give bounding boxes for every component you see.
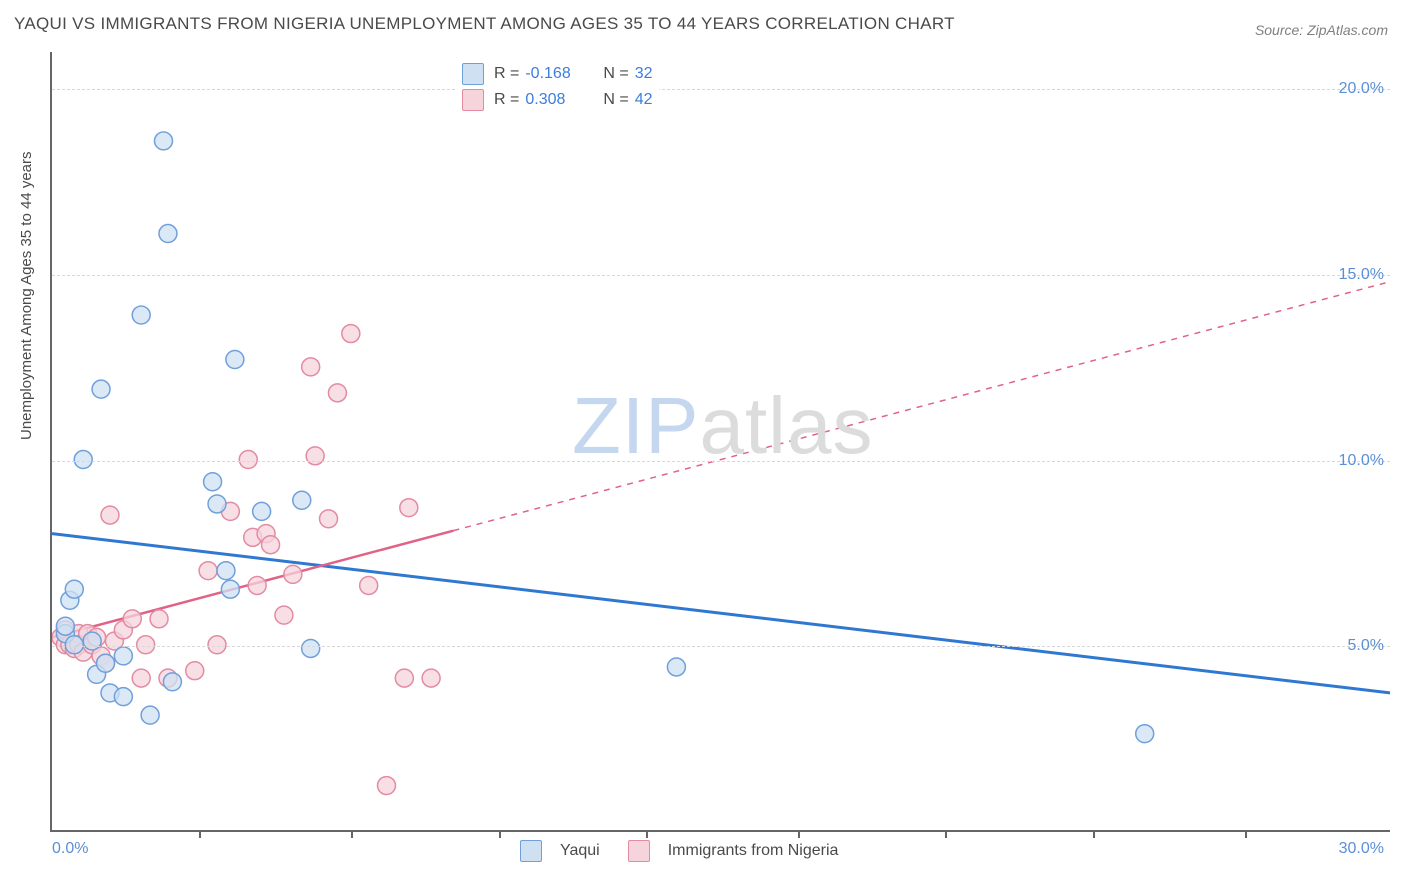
point-yaqui: [65, 636, 83, 654]
point-yaqui: [163, 673, 181, 691]
swatch-yaqui: [520, 840, 542, 862]
point-yaqui: [302, 639, 320, 657]
point-yaqui: [65, 580, 83, 598]
point-nigeria: [137, 636, 155, 654]
chart-svg: [52, 52, 1390, 830]
point-nigeria: [284, 565, 302, 583]
point-yaqui: [74, 451, 92, 469]
point-nigeria: [123, 610, 141, 628]
point-yaqui: [83, 632, 101, 650]
y-tick-label: 5.0%: [1348, 637, 1384, 655]
point-yaqui: [226, 351, 244, 369]
legend-row-yaqui: R = -0.168 N = 32: [462, 61, 652, 87]
point-yaqui: [253, 502, 271, 520]
r-label: R =: [494, 65, 519, 83]
point-yaqui: [293, 491, 311, 509]
x-tick: [499, 830, 501, 838]
correlation-legend: R = -0.168 N = 32 R = 0.308 N = 42: [455, 56, 659, 118]
x-tick-label-start: 0.0%: [52, 840, 88, 858]
point-nigeria: [422, 669, 440, 687]
point-nigeria: [262, 536, 280, 554]
plot-area: ZIPatlas 5.0%10.0%15.0%20.0%0.0%30.0%: [50, 52, 1390, 832]
point-nigeria: [239, 451, 257, 469]
point-yaqui: [217, 562, 235, 580]
x-tick: [646, 830, 648, 838]
point-yaqui: [141, 706, 159, 724]
gridline: [52, 275, 1390, 276]
point-nigeria: [378, 777, 396, 795]
x-tick-label-end: 30.0%: [1339, 840, 1384, 858]
point-yaqui: [114, 688, 132, 706]
point-nigeria: [395, 669, 413, 687]
swatch-nigeria: [628, 840, 650, 862]
swatch-yaqui: [462, 63, 484, 85]
y-axis-title: Unemployment Among Ages 35 to 44 years: [18, 151, 35, 440]
point-yaqui: [114, 647, 132, 665]
legend-item-yaqui: Yaqui: [520, 840, 600, 862]
point-yaqui: [132, 306, 150, 324]
point-nigeria: [208, 636, 226, 654]
point-yaqui: [97, 654, 115, 672]
point-nigeria: [320, 510, 338, 528]
gridline: [52, 461, 1390, 462]
trendline-nigeria-extrap: [453, 282, 1390, 531]
x-tick: [1093, 830, 1095, 838]
series-label-yaqui: Yaqui: [560, 842, 600, 860]
point-yaqui: [56, 617, 74, 635]
point-nigeria: [400, 499, 418, 517]
point-nigeria: [248, 577, 266, 595]
point-nigeria: [199, 562, 217, 580]
swatch-nigeria: [462, 89, 484, 111]
legend-item-nigeria: Immigrants from Nigeria: [628, 840, 839, 862]
x-tick: [1245, 830, 1247, 838]
point-nigeria: [101, 506, 119, 524]
gridline: [52, 89, 1390, 90]
point-yaqui: [221, 580, 239, 598]
point-yaqui: [204, 473, 222, 491]
point-yaqui: [159, 225, 177, 243]
r-value-nigeria: 0.308: [525, 91, 585, 109]
x-tick: [798, 830, 800, 838]
y-tick-label: 20.0%: [1339, 80, 1384, 98]
point-yaqui: [92, 380, 110, 398]
y-tick-label: 10.0%: [1339, 452, 1384, 470]
trendline-yaqui: [52, 534, 1390, 693]
x-tick: [351, 830, 353, 838]
point-yaqui: [208, 495, 226, 513]
chart-title: YAQUI VS IMMIGRANTS FROM NIGERIA UNEMPLO…: [14, 14, 955, 34]
n-label: N =: [603, 91, 628, 109]
n-value-yaqui: 32: [635, 65, 653, 83]
series-legend: Yaqui Immigrants from Nigeria: [520, 840, 838, 862]
x-tick: [945, 830, 947, 838]
point-yaqui: [1136, 725, 1154, 743]
point-nigeria: [150, 610, 168, 628]
point-nigeria: [360, 577, 378, 595]
gridline: [52, 646, 1390, 647]
source-label: Source: ZipAtlas.com: [1255, 22, 1388, 38]
point-nigeria: [342, 325, 360, 343]
point-nigeria: [306, 447, 324, 465]
point-nigeria: [275, 606, 293, 624]
y-tick-label: 15.0%: [1339, 266, 1384, 284]
point-nigeria: [132, 669, 150, 687]
n-label: N =: [603, 65, 628, 83]
series-label-nigeria: Immigrants from Nigeria: [668, 842, 839, 860]
point-nigeria: [186, 662, 204, 680]
n-value-nigeria: 42: [635, 91, 653, 109]
point-yaqui: [667, 658, 685, 676]
r-label: R =: [494, 91, 519, 109]
point-yaqui: [155, 132, 173, 150]
point-nigeria: [328, 384, 346, 402]
x-tick: [199, 830, 201, 838]
point-nigeria: [302, 358, 320, 376]
legend-row-nigeria: R = 0.308 N = 42: [462, 87, 652, 113]
r-value-yaqui: -0.168: [525, 65, 585, 83]
